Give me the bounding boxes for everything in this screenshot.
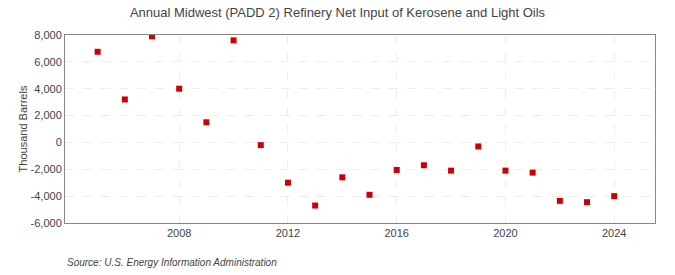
svg-text:Source: U.S. Energy Informatio: Source: U.S. Energy Information Administ… bbox=[67, 257, 277, 268]
svg-text:2,000: 2,000 bbox=[34, 109, 62, 121]
svg-text:Thousand Barrels: Thousand Barrels bbox=[17, 85, 29, 172]
svg-text:2016: 2016 bbox=[384, 227, 408, 239]
svg-text:4,000: 4,000 bbox=[34, 83, 62, 95]
svg-text:-4,000: -4,000 bbox=[31, 190, 62, 202]
svg-text:2008: 2008 bbox=[167, 227, 191, 239]
svg-text:0: 0 bbox=[56, 136, 62, 148]
svg-text:-6,000: -6,000 bbox=[31, 217, 62, 229]
svg-text:2020: 2020 bbox=[493, 227, 517, 239]
svg-text:-2,000: -2,000 bbox=[31, 163, 62, 175]
svg-text:2024: 2024 bbox=[602, 227, 626, 239]
svg-text:6,000: 6,000 bbox=[34, 56, 62, 68]
svg-text:Annual Midwest (PADD 2) Refine: Annual Midwest (PADD 2) Refinery Net Inp… bbox=[130, 5, 546, 20]
svg-text:2012: 2012 bbox=[276, 227, 300, 239]
svg-text:8,000: 8,000 bbox=[34, 29, 62, 41]
